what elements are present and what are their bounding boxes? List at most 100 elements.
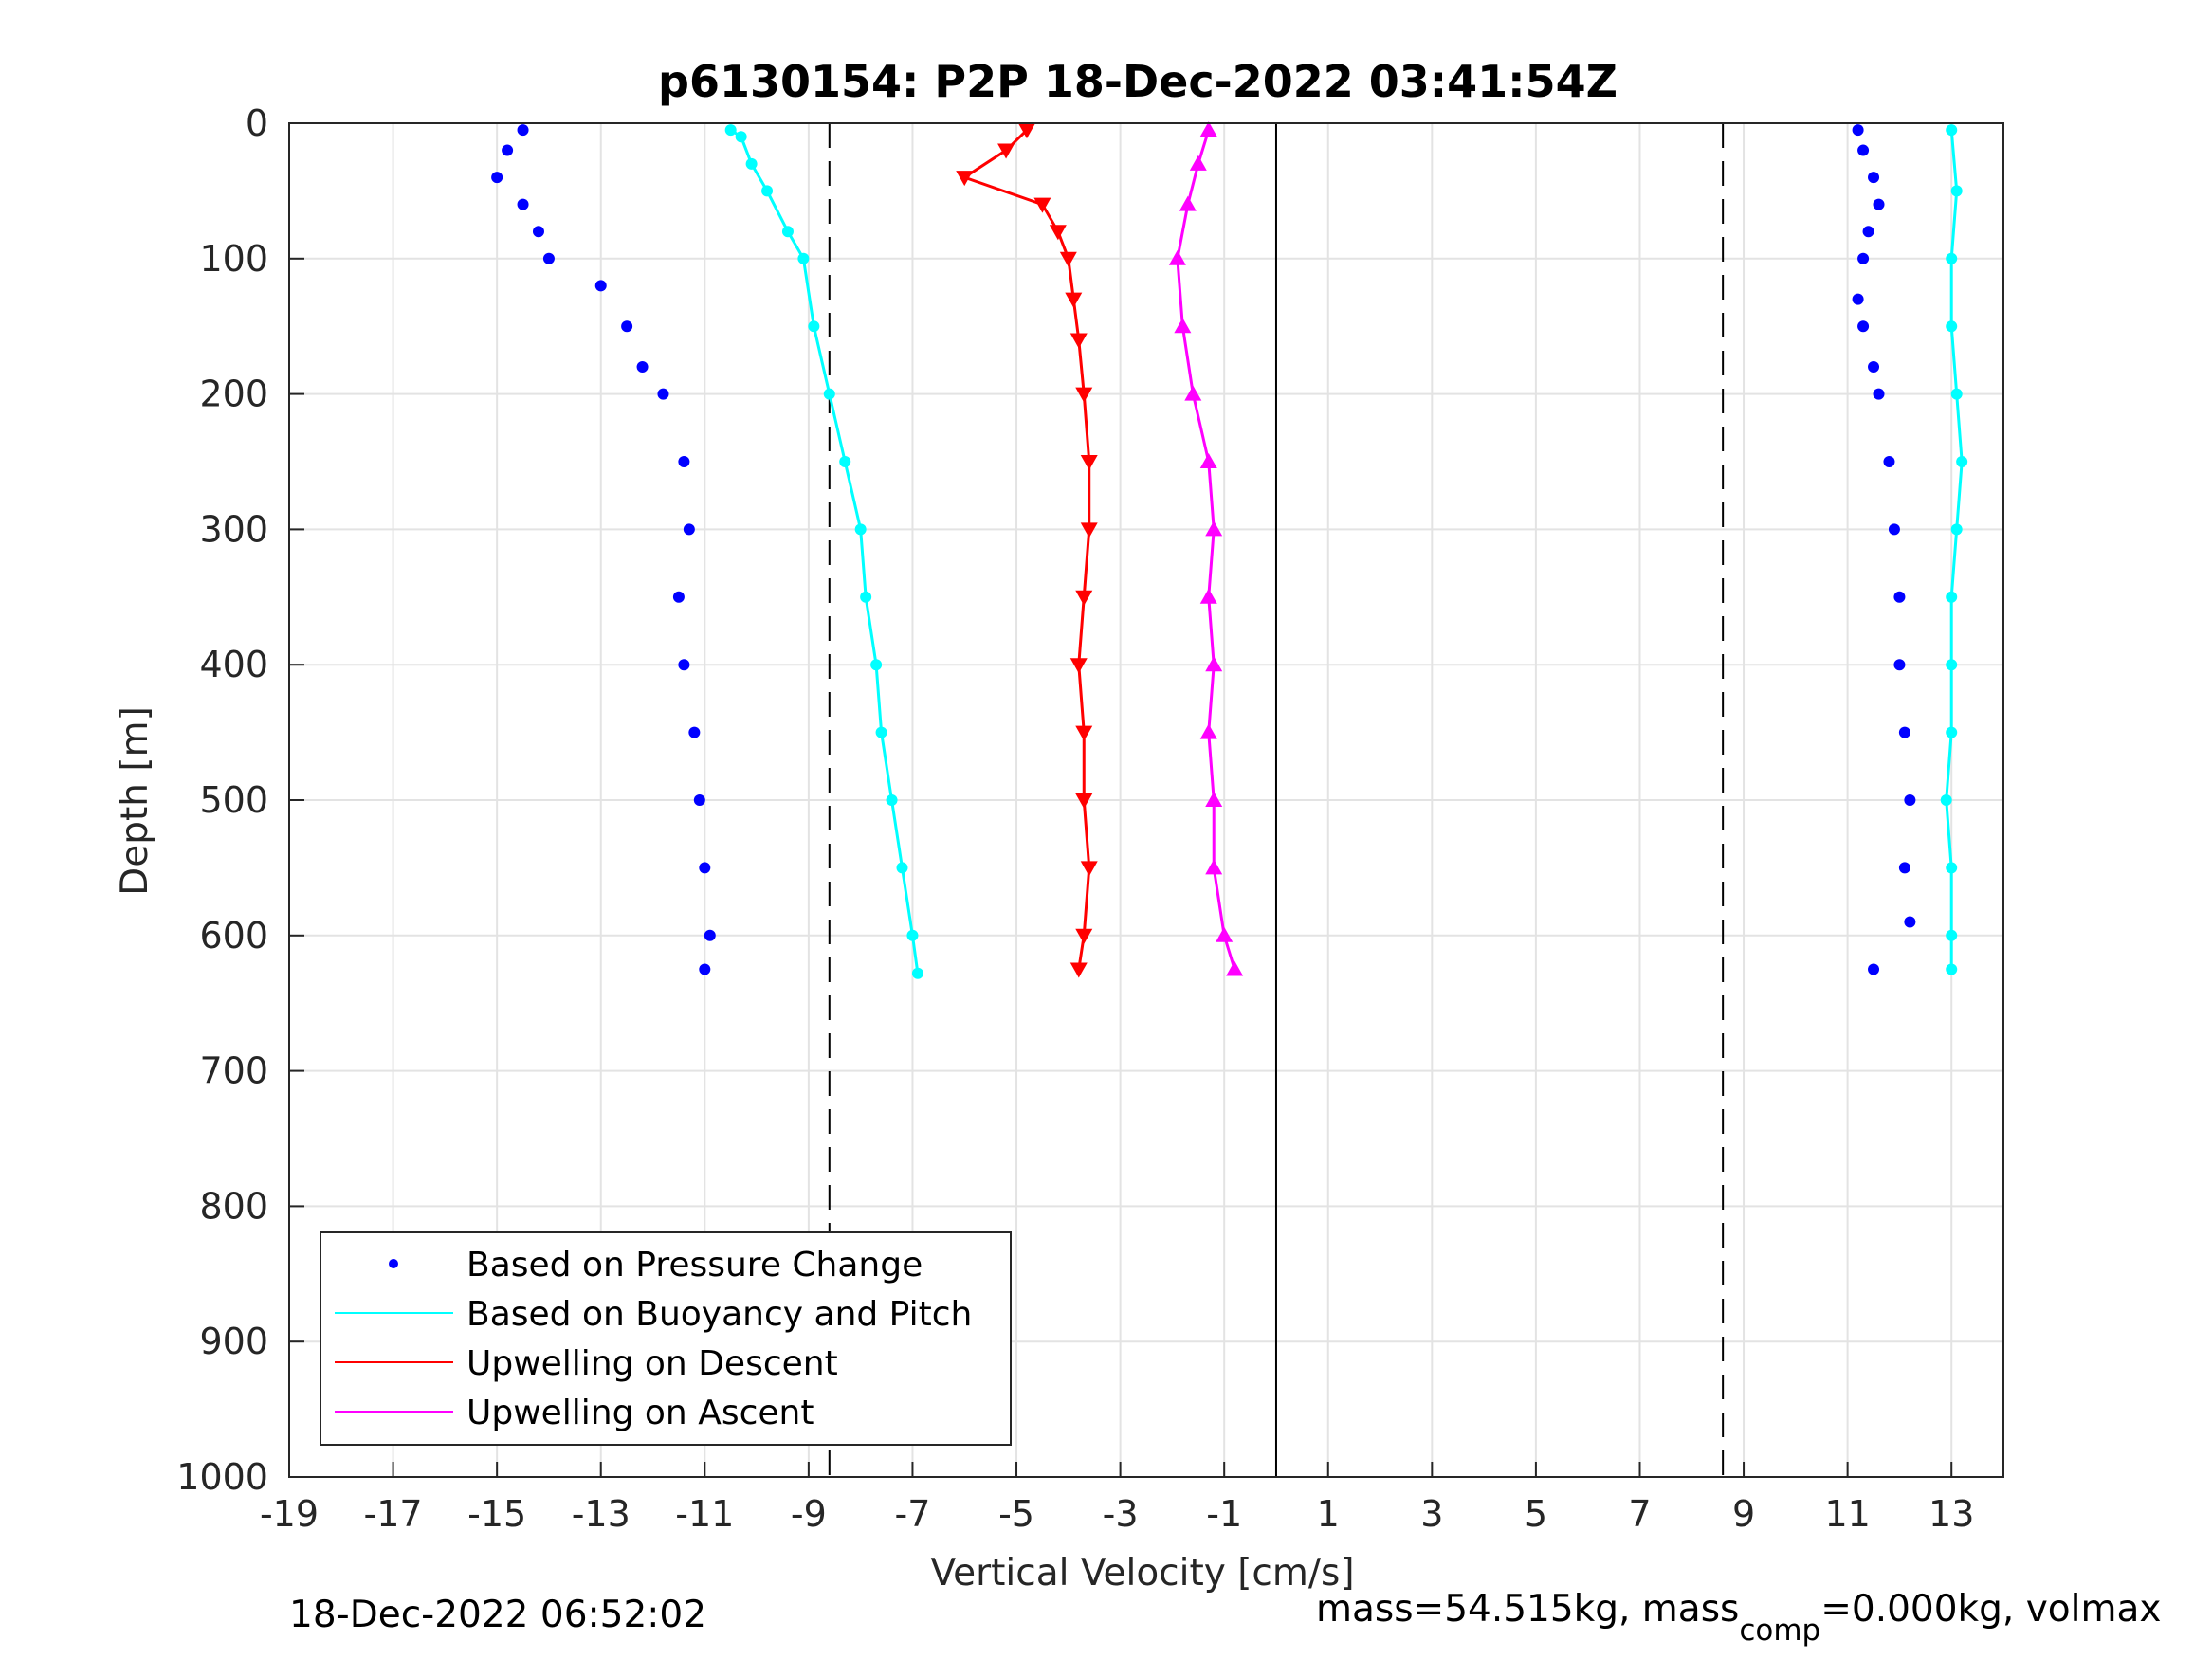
data-point <box>1950 185 1963 197</box>
data-point <box>1075 793 1093 809</box>
data-point <box>1873 198 1885 210</box>
data-point <box>1199 723 1217 739</box>
data-point <box>997 143 1015 159</box>
data-point <box>1216 926 1234 942</box>
x-tick-label: -15 <box>467 1493 526 1535</box>
data-point <box>956 171 974 187</box>
footer-timestamp: 18-Dec-2022 06:52:02 <box>289 1594 706 1636</box>
data-point <box>1868 361 1880 374</box>
x-tick-label: -9 <box>791 1493 827 1535</box>
data-point <box>745 157 758 170</box>
series-layer <box>491 121 1968 979</box>
data-point <box>886 794 898 806</box>
data-point <box>1168 249 1186 265</box>
legend-label: Upwelling on Descent <box>466 1344 838 1383</box>
data-point <box>491 172 503 184</box>
data-point <box>781 226 794 238</box>
data-point <box>860 591 872 603</box>
data-point <box>1946 659 1958 671</box>
data-point <box>854 523 867 536</box>
data-point <box>1940 794 1952 806</box>
data-point <box>1049 225 1067 241</box>
data-point <box>1189 155 1207 171</box>
data-point <box>1883 456 1895 467</box>
series-0 <box>491 124 1916 975</box>
data-point <box>1946 862 1958 874</box>
data-point <box>1857 320 1870 333</box>
y-tick-label: 900 <box>199 1321 268 1362</box>
legend-marker <box>389 1259 398 1268</box>
data-point <box>1868 172 1880 184</box>
y-tick-label: 400 <box>199 644 268 685</box>
x-tick-label: 1 <box>1317 1493 1340 1535</box>
series-3 <box>1168 121 1244 976</box>
data-point <box>502 144 514 156</box>
data-point <box>1946 320 1958 333</box>
x-tick-label: 5 <box>1525 1493 1547 1535</box>
data-point <box>1033 197 1051 213</box>
data-point <box>1893 659 1906 671</box>
series-line <box>1945 130 1964 970</box>
x-tick-label: 11 <box>1824 1493 1870 1535</box>
x-axis-label: Vertical Velocity [cm/s] <box>930 1552 1354 1595</box>
data-point <box>1898 726 1910 738</box>
y-tick-label: 1000 <box>176 1456 268 1498</box>
y-tick-label: 600 <box>199 915 268 957</box>
footer-mass-info: mass=54.515kg, masscomp=0.000kg, volmax <box>1316 1588 2161 1648</box>
data-point <box>1857 252 1870 264</box>
data-point <box>1080 522 1098 538</box>
y-tick-label: 0 <box>246 102 268 144</box>
data-point <box>1069 333 1088 349</box>
legend-box <box>320 1231 1012 1446</box>
data-point <box>823 388 835 400</box>
data-point <box>678 659 690 671</box>
data-point <box>1898 862 1910 874</box>
data-point <box>1075 725 1093 741</box>
data-point <box>1904 794 1916 806</box>
x-tick-label: 9 <box>1732 1493 1755 1535</box>
x-tick-label: 13 <box>1929 1493 1974 1535</box>
data-point <box>735 131 747 143</box>
data-point <box>1956 456 1968 467</box>
data-point <box>542 252 555 264</box>
data-point <box>699 963 711 975</box>
data-point <box>1852 124 1864 137</box>
data-point <box>839 456 851 467</box>
y-tick-label: 700 <box>199 1050 268 1092</box>
data-point <box>1888 523 1900 536</box>
data-point <box>1069 962 1088 978</box>
y-tick-label: 500 <box>199 779 268 821</box>
x-tick-label: -5 <box>998 1493 1034 1535</box>
y-axis-label: Depth [m] <box>114 706 156 896</box>
data-point <box>688 726 701 738</box>
data-point <box>875 726 887 738</box>
data-point <box>1205 656 1223 672</box>
x-axis: -19 -17 -15 -13 -11 -9 -7 -5 -3 -1 1 3 5 7 9 11 13 <box>260 1462 1974 1535</box>
data-point <box>704 929 716 941</box>
data-point <box>1946 963 1958 975</box>
grid <box>288 122 2003 1478</box>
data-point <box>1205 859 1223 875</box>
data-point <box>1873 388 1885 400</box>
data-point <box>1075 387 1093 403</box>
data-point <box>724 124 737 137</box>
y-tick-label: 300 <box>199 508 268 550</box>
data-point <box>1199 453 1217 468</box>
data-point <box>870 659 883 671</box>
data-point <box>1205 520 1223 537</box>
data-point <box>1946 591 1958 603</box>
data-point <box>1893 591 1906 603</box>
data-point <box>1205 792 1223 807</box>
data-point <box>517 124 529 137</box>
data-point <box>621 320 633 333</box>
data-point <box>1080 861 1098 877</box>
series-line <box>960 129 1091 970</box>
data-point <box>911 967 923 979</box>
reference-lines <box>828 123 1725 1477</box>
data-point <box>1017 123 1035 139</box>
data-point <box>1868 963 1880 975</box>
data-point <box>1946 726 1958 738</box>
data-point <box>1946 929 1958 941</box>
x-tick-label: -19 <box>260 1493 319 1535</box>
